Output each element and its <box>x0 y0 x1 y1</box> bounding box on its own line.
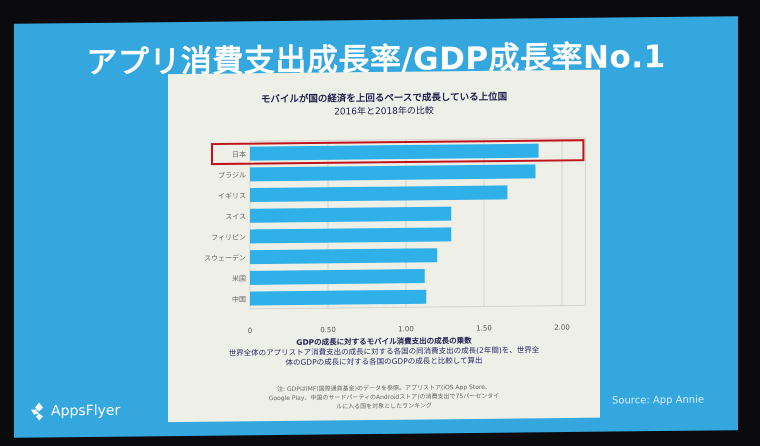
category-label: ブラジル <box>218 170 246 179</box>
category-label: フィリピン <box>211 234 246 242</box>
source-credit: Source: App Annie <box>612 394 705 407</box>
category-label: 日本 <box>232 150 246 159</box>
bar <box>250 289 427 306</box>
chart-panel: モバイルが国の経済を上回るペースで成長している上位国 2016年と2018年の比… <box>168 69 600 423</box>
chart-description: 世界全体のアプリストア消費支出の成長に対する各国の同消費支出の成長(2年間)を、… <box>228 345 540 367</box>
category-label: スウェーデン <box>204 253 246 262</box>
x-tick-label: 1.00 <box>398 325 414 333</box>
appsflyer-logo: AppsFlyer <box>30 401 120 422</box>
appsflyer-logo-icon <box>31 402 43 421</box>
logo-text: AppsFlyer <box>51 402 121 420</box>
x-tick-label: 1.50 <box>476 324 492 332</box>
chart-note: 注: GDPはIMF(国際通貨基金)のデータを参照。アプリストア(iOS App… <box>268 383 500 411</box>
bar <box>250 248 438 265</box>
bar-chart: 0 0.50 1.00 1.50 2.00 日本ブラジルイギリススイスフィリピンスウェーデ… <box>204 137 586 335</box>
x-tick-label: 2.00 <box>554 324 570 332</box>
category-label: 中国 <box>232 295 246 304</box>
category-label: 米国 <box>232 274 246 283</box>
bar <box>250 227 452 244</box>
category-label: スイス <box>225 213 246 221</box>
x-tick-label: 0 <box>248 327 252 335</box>
category-label: イギリス <box>218 192 246 200</box>
presentation-slide: アプリ消費支出成長率/GDP成長率No.1 モバイルが国の経済を上回るペースで成… <box>14 16 738 438</box>
bar <box>250 164 536 182</box>
bar <box>250 185 508 203</box>
bar <box>250 143 539 161</box>
bar <box>250 206 452 223</box>
x-tick-label: 0.50 <box>320 326 336 334</box>
bar <box>250 269 425 285</box>
highlight-box <box>211 139 585 166</box>
